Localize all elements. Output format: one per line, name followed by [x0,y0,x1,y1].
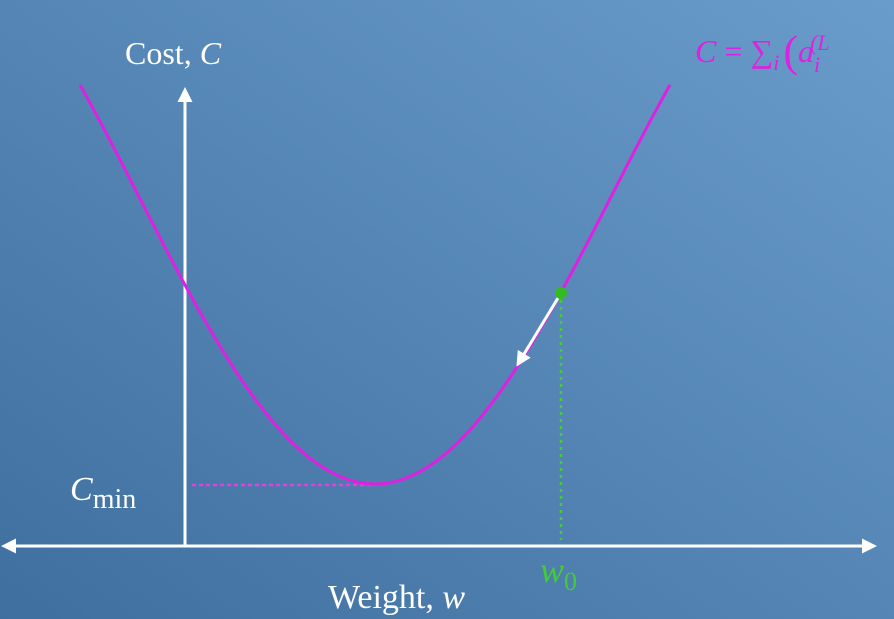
gradient-step-arrow [516,297,560,367]
x-axis-label: Weight, w [328,579,465,616]
x-label-text: Weight, [328,579,434,616]
formula-index: i [773,50,779,75]
x-label-var: w [442,579,465,616]
formula-term-sub: i [814,52,820,77]
formula-term-sup: (L [810,30,830,55]
formula-term: a [798,33,814,69]
formula-op: = ∑ [716,33,773,69]
min-var: C [70,471,93,508]
formula-lhs: C [695,33,717,69]
y-axis-label: Cost, C [125,35,222,71]
minimum-label: Cmin [70,471,136,515]
start-sub: 0 [564,567,577,596]
start-point [555,287,567,299]
y-label-text: Cost, [125,35,192,71]
start-var: w [540,550,564,590]
cost-curve [78,84,672,486]
formula-paren: ( [783,27,798,76]
y-label-var: C [200,35,222,71]
min-sub: min [93,484,137,515]
start-label: w0 [540,550,577,596]
formula: C = ∑i(ai(L [695,27,830,77]
